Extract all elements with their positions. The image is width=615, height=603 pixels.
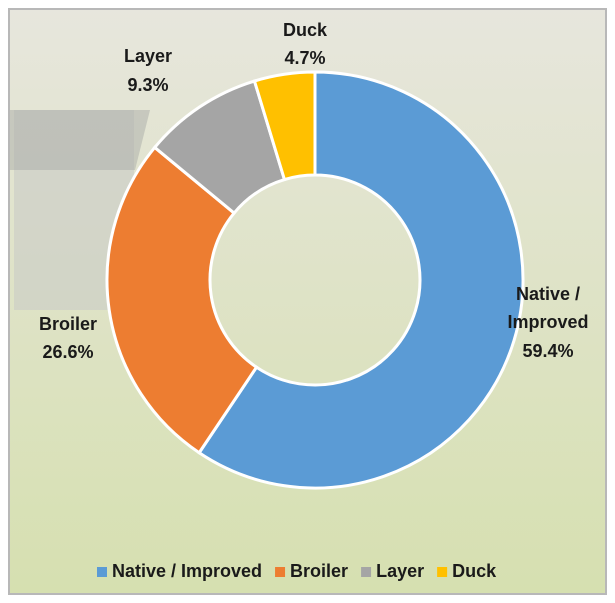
- chart: Native / Improved 59.4% Broiler 26.6% Layer 9.…: [0, 0, 615, 603]
- legend-label: Duck: [452, 561, 497, 581]
- slice-category-label: Duck: [283, 20, 328, 40]
- slice-value-label: 26.6%: [42, 342, 93, 362]
- shed-roof: [10, 110, 150, 170]
- slice-value-label: 4.7%: [284, 48, 325, 68]
- legend-swatch: [275, 567, 285, 577]
- legend-label: Broiler: [290, 561, 348, 581]
- legend-label: Native / Improved: [112, 561, 262, 581]
- slice-category-label: Layer: [124, 46, 172, 66]
- slice-value-label: 9.3%: [127, 75, 168, 95]
- slice-value-label: 59.4%: [522, 341, 573, 361]
- label-line: Native /: [516, 284, 580, 304]
- legend-swatch: [97, 567, 107, 577]
- legend-label: Layer: [376, 561, 424, 581]
- label-line: Improved: [507, 312, 588, 332]
- slice-category-label: Broiler: [39, 314, 97, 334]
- legend-swatch: [361, 567, 371, 577]
- legend-swatch: [437, 567, 447, 577]
